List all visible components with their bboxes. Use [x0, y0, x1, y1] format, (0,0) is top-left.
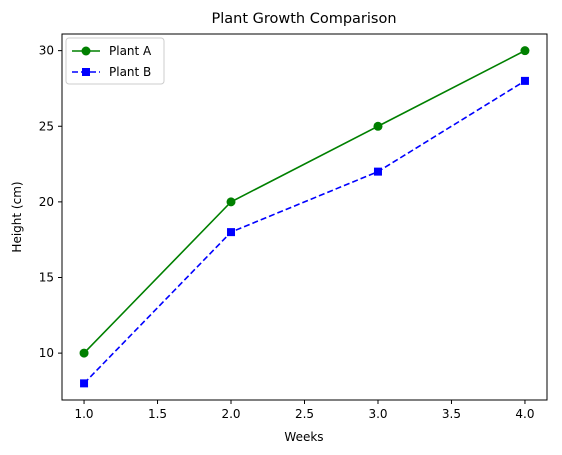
y-tick-label: 10	[39, 346, 54, 360]
data-point	[373, 121, 383, 131]
y-tick-label: 30	[39, 44, 54, 58]
plot-frame	[61, 33, 548, 401]
y-tick-label: 15	[39, 270, 54, 284]
data-point	[80, 379, 89, 388]
x-tick-label: 1.5	[148, 407, 167, 421]
legend-marker	[81, 46, 91, 56]
data-point	[226, 197, 236, 207]
plot-area	[61, 33, 548, 401]
x-tick-label: 3.5	[442, 407, 461, 421]
legend-marker	[82, 68, 90, 76]
series-line	[83, 49, 526, 354]
series-layer	[79, 46, 530, 388]
legend: Plant A Plant B	[65, 37, 165, 85]
y-tick-label: 25	[39, 119, 54, 133]
y-axis: 10 15 20 25 30	[39, 44, 62, 360]
series-1	[80, 76, 529, 388]
y-axis-label: Height (cm)	[10, 181, 24, 252]
legend-entry: Plant A	[72, 44, 152, 58]
legend-entry: Plant B	[72, 65, 151, 79]
data-point	[520, 76, 529, 85]
x-axis: 1.0 1.5 2.0 2.5 3.0 3.5 4.0	[74, 400, 535, 421]
x-tick-label: 2.0	[221, 407, 240, 421]
x-tick-label: 4.0	[515, 407, 534, 421]
chart-title: Plant Growth Comparison	[211, 11, 396, 27]
series-0	[79, 46, 530, 358]
x-tick-label: 3.0	[368, 407, 387, 421]
legend-label: Plant B	[109, 65, 151, 79]
series-line	[83, 80, 526, 384]
data-point	[227, 228, 236, 237]
x-axis-label: Weeks	[284, 430, 323, 444]
data-point	[520, 46, 530, 56]
data-point	[79, 348, 89, 358]
x-tick-label: 1.0	[74, 407, 93, 421]
x-tick-label: 2.5	[295, 407, 314, 421]
legend-label: Plant A	[109, 44, 152, 58]
y-tick-label: 20	[39, 195, 54, 209]
data-point	[373, 167, 382, 176]
